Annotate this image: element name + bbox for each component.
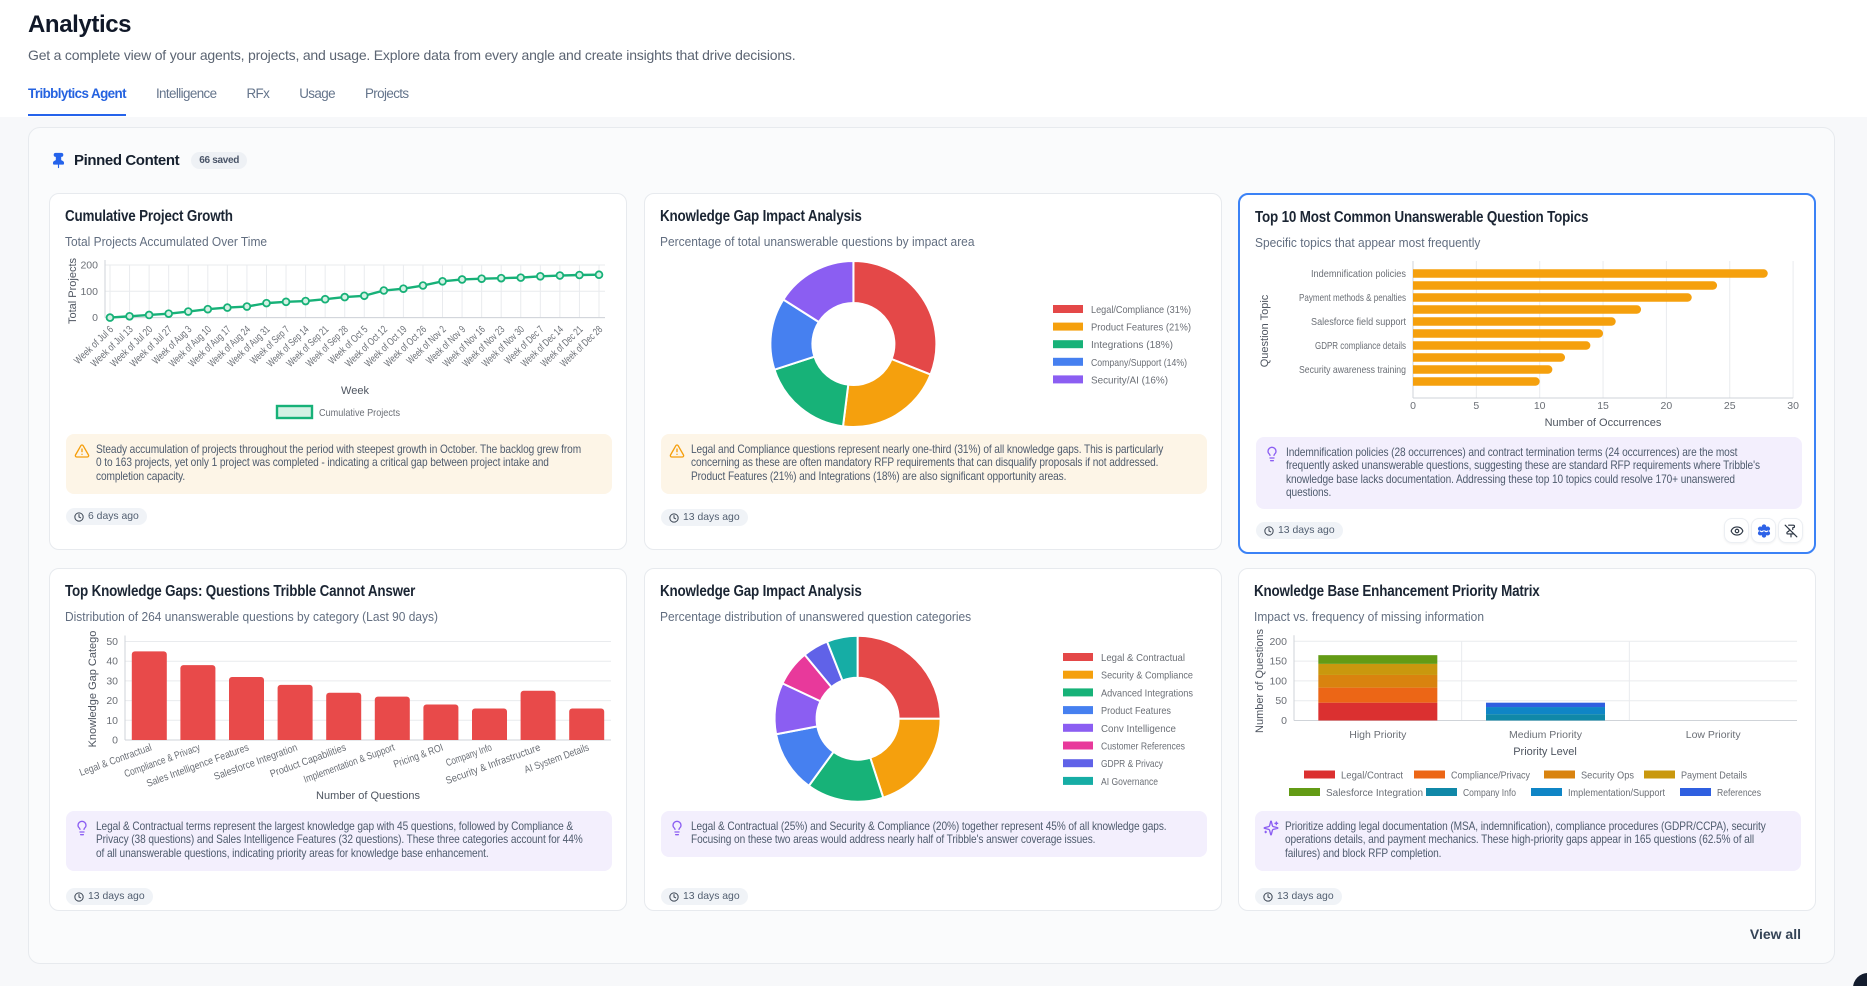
svg-text:Pricing & ROI: Pricing & ROI (392, 742, 445, 770)
svg-text:Knowledge Gap Catego: Knowledge Gap Catego (87, 631, 99, 748)
svg-text:150: 150 (1269, 656, 1287, 668)
svg-text:200: 200 (80, 260, 98, 272)
svg-text:Product Features (21%): Product Features (21%) (1091, 322, 1191, 334)
svg-text:Security Ops: Security Ops (1581, 770, 1634, 782)
svg-text:GDPR compliance details: GDPR compliance details (1315, 341, 1406, 352)
svg-text:AI Governance: AI Governance (1101, 776, 1158, 788)
svg-text:20: 20 (1661, 400, 1673, 412)
svg-text:Customer References: Customer References (1101, 741, 1185, 753)
svg-text:100: 100 (1269, 675, 1287, 687)
svg-text:40: 40 (106, 656, 118, 668)
svg-text:Legal/Compliance (31%): Legal/Compliance (31%) (1091, 304, 1191, 316)
svg-text:GDPR & Privacy: GDPR & Privacy (1101, 758, 1164, 770)
svg-text:Medium Priority: Medium Priority (1509, 729, 1583, 741)
svg-text:Number of Questions: Number of Questions (1254, 629, 1266, 733)
svg-text:0: 0 (92, 312, 98, 324)
svg-text:10: 10 (1534, 400, 1546, 412)
svg-text:Company Info: Company Info (1463, 787, 1516, 799)
svg-text:10: 10 (106, 715, 118, 727)
svg-text:Total Projects: Total Projects (67, 257, 79, 324)
svg-text:Compliance/Privacy: Compliance/Privacy (1451, 770, 1531, 782)
svg-text:0: 0 (1410, 400, 1416, 412)
svg-text:Conv Intelligence: Conv Intelligence (1101, 723, 1176, 735)
svg-text:Security/AI (16%): Security/AI (16%) (1091, 374, 1168, 386)
svg-text:Salesforce field support: Salesforce field support (1311, 317, 1406, 328)
svg-text:Question Topic: Question Topic (1259, 294, 1271, 367)
svg-text:Payment Details: Payment Details (1681, 770, 1747, 782)
svg-text:Week: Week (341, 385, 369, 397)
svg-text:Payment methods & penalties: Payment methods & penalties (1299, 293, 1406, 304)
svg-text:Security awareness training: Security awareness training (1299, 365, 1406, 376)
svg-text:200: 200 (1269, 636, 1287, 648)
svg-text:High Priority: High Priority (1349, 729, 1407, 741)
svg-text:30: 30 (1787, 400, 1799, 412)
svg-text:Legal & Contractual: Legal & Contractual (1101, 652, 1185, 664)
svg-text:Company/Support (14%): Company/Support (14%) (1091, 357, 1187, 369)
svg-text:Product Features: Product Features (1101, 705, 1171, 717)
svg-text:Security & Compliance: Security & Compliance (1101, 670, 1193, 682)
svg-text:Cumulative Projects: Cumulative Projects (319, 407, 400, 419)
svg-text:0: 0 (1281, 715, 1287, 727)
svg-text:Number of Questions: Number of Questions (316, 790, 420, 802)
svg-text:30: 30 (106, 675, 118, 687)
svg-text:15: 15 (1597, 400, 1609, 412)
svg-text:Legal/Contract: Legal/Contract (1341, 770, 1403, 782)
svg-text:100: 100 (80, 286, 98, 298)
svg-text:0: 0 (112, 735, 118, 747)
svg-text:5: 5 (1473, 400, 1479, 412)
svg-text:20: 20 (106, 695, 118, 707)
svg-text:Low Priority: Low Priority (1686, 729, 1742, 741)
svg-text:50: 50 (106, 636, 118, 648)
svg-text:25: 25 (1724, 400, 1736, 412)
svg-text:Advanced Integrations: Advanced Integrations (1101, 687, 1193, 699)
svg-text:Implementation/Support: Implementation/Support (1568, 787, 1665, 799)
svg-text:Integrations (18%): Integrations (18%) (1091, 339, 1173, 351)
svg-text:Priority Level: Priority Level (1513, 746, 1577, 758)
svg-text:References: References (1717, 787, 1761, 799)
svg-text:Salesforce Integration: Salesforce Integration (1326, 787, 1423, 799)
svg-text:Indemnification policies: Indemnification policies (1311, 269, 1406, 280)
svg-text:50: 50 (1275, 695, 1287, 707)
svg-text:Number of Occurrences: Number of Occurrences (1545, 417, 1662, 429)
